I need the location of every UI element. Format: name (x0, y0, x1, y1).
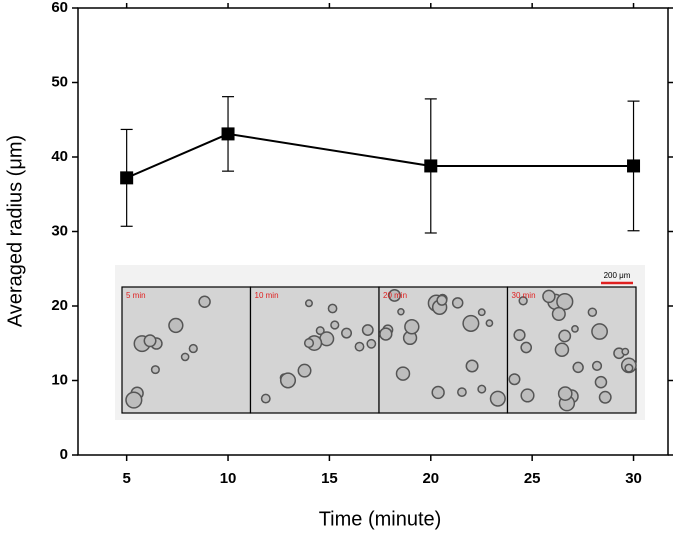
cell (260, 393, 271, 404)
cell (404, 319, 420, 335)
cell (489, 390, 506, 407)
x-tick-label: 10 (220, 470, 237, 487)
x-tick-label: 5 (122, 470, 130, 487)
cell (150, 365, 160, 375)
x-tick-label: 30 (625, 470, 642, 487)
data-line (126, 132, 634, 179)
y-tick-label: 60 (51, 0, 68, 16)
cell (518, 296, 528, 306)
cell (542, 289, 556, 304)
cell (520, 388, 535, 403)
y-tick-label: 0 (60, 446, 68, 463)
y-tick-label: 40 (51, 148, 68, 165)
cell (485, 319, 494, 328)
y-tick-label: 30 (51, 222, 68, 239)
cell (465, 359, 479, 373)
cell (556, 292, 574, 311)
cell (594, 375, 608, 389)
cell (395, 366, 411, 381)
cell (624, 363, 634, 373)
cell (591, 323, 608, 340)
cell (587, 307, 598, 317)
cell (354, 341, 365, 352)
cell (327, 303, 338, 314)
cell (457, 387, 467, 398)
cell (297, 363, 312, 378)
inset-label: 20 min (383, 291, 407, 300)
cell (558, 329, 572, 343)
cell (477, 308, 486, 317)
y-tick-label: 20 (51, 297, 68, 314)
cell (554, 342, 570, 357)
cell (551, 306, 566, 322)
cell (304, 299, 313, 308)
inset-label: 30 min (512, 291, 536, 300)
inset-label: 5 min (126, 291, 146, 300)
cell (198, 295, 211, 308)
cell (379, 327, 393, 341)
cell (451, 297, 464, 309)
cell (572, 361, 584, 374)
data-point (221, 127, 235, 141)
cell (279, 372, 297, 389)
y-axis-title: Averaged radius (μm) (4, 135, 26, 327)
cell (397, 308, 405, 316)
cell (125, 391, 143, 409)
cell (143, 334, 157, 348)
x-tick-label: 15 (321, 470, 338, 487)
cell (303, 338, 315, 349)
data-point (627, 159, 641, 173)
cell (508, 373, 521, 386)
cell (361, 324, 374, 336)
y-tick-label: 10 (51, 371, 68, 388)
cell (330, 320, 340, 330)
cell (513, 328, 526, 342)
cell (621, 347, 630, 356)
cell (436, 294, 448, 306)
cell (366, 338, 377, 349)
inset: 5 min 10 min 20 min 30 min 200 μm (121, 271, 637, 414)
x-tick-label: 20 (422, 470, 439, 487)
cell (571, 325, 579, 333)
cell (341, 327, 353, 339)
cell (557, 386, 573, 401)
cell (431, 385, 445, 400)
y-tick-label: 50 (51, 73, 68, 90)
scale-bar-label: 200 μm (604, 271, 631, 280)
cell (477, 384, 487, 394)
cell (315, 326, 325, 336)
inset-label: 10 min (255, 291, 279, 300)
cell (591, 360, 603, 371)
cell (188, 343, 198, 354)
x-tick-label: 25 (524, 470, 541, 487)
cell (520, 341, 533, 354)
cell (388, 288, 401, 302)
cell (462, 314, 480, 332)
cell (180, 352, 190, 362)
cell (598, 390, 612, 404)
data-point (424, 159, 438, 173)
data-point (120, 171, 134, 185)
x-axis-title: Time (minute) (319, 508, 442, 530)
cell (168, 317, 184, 334)
